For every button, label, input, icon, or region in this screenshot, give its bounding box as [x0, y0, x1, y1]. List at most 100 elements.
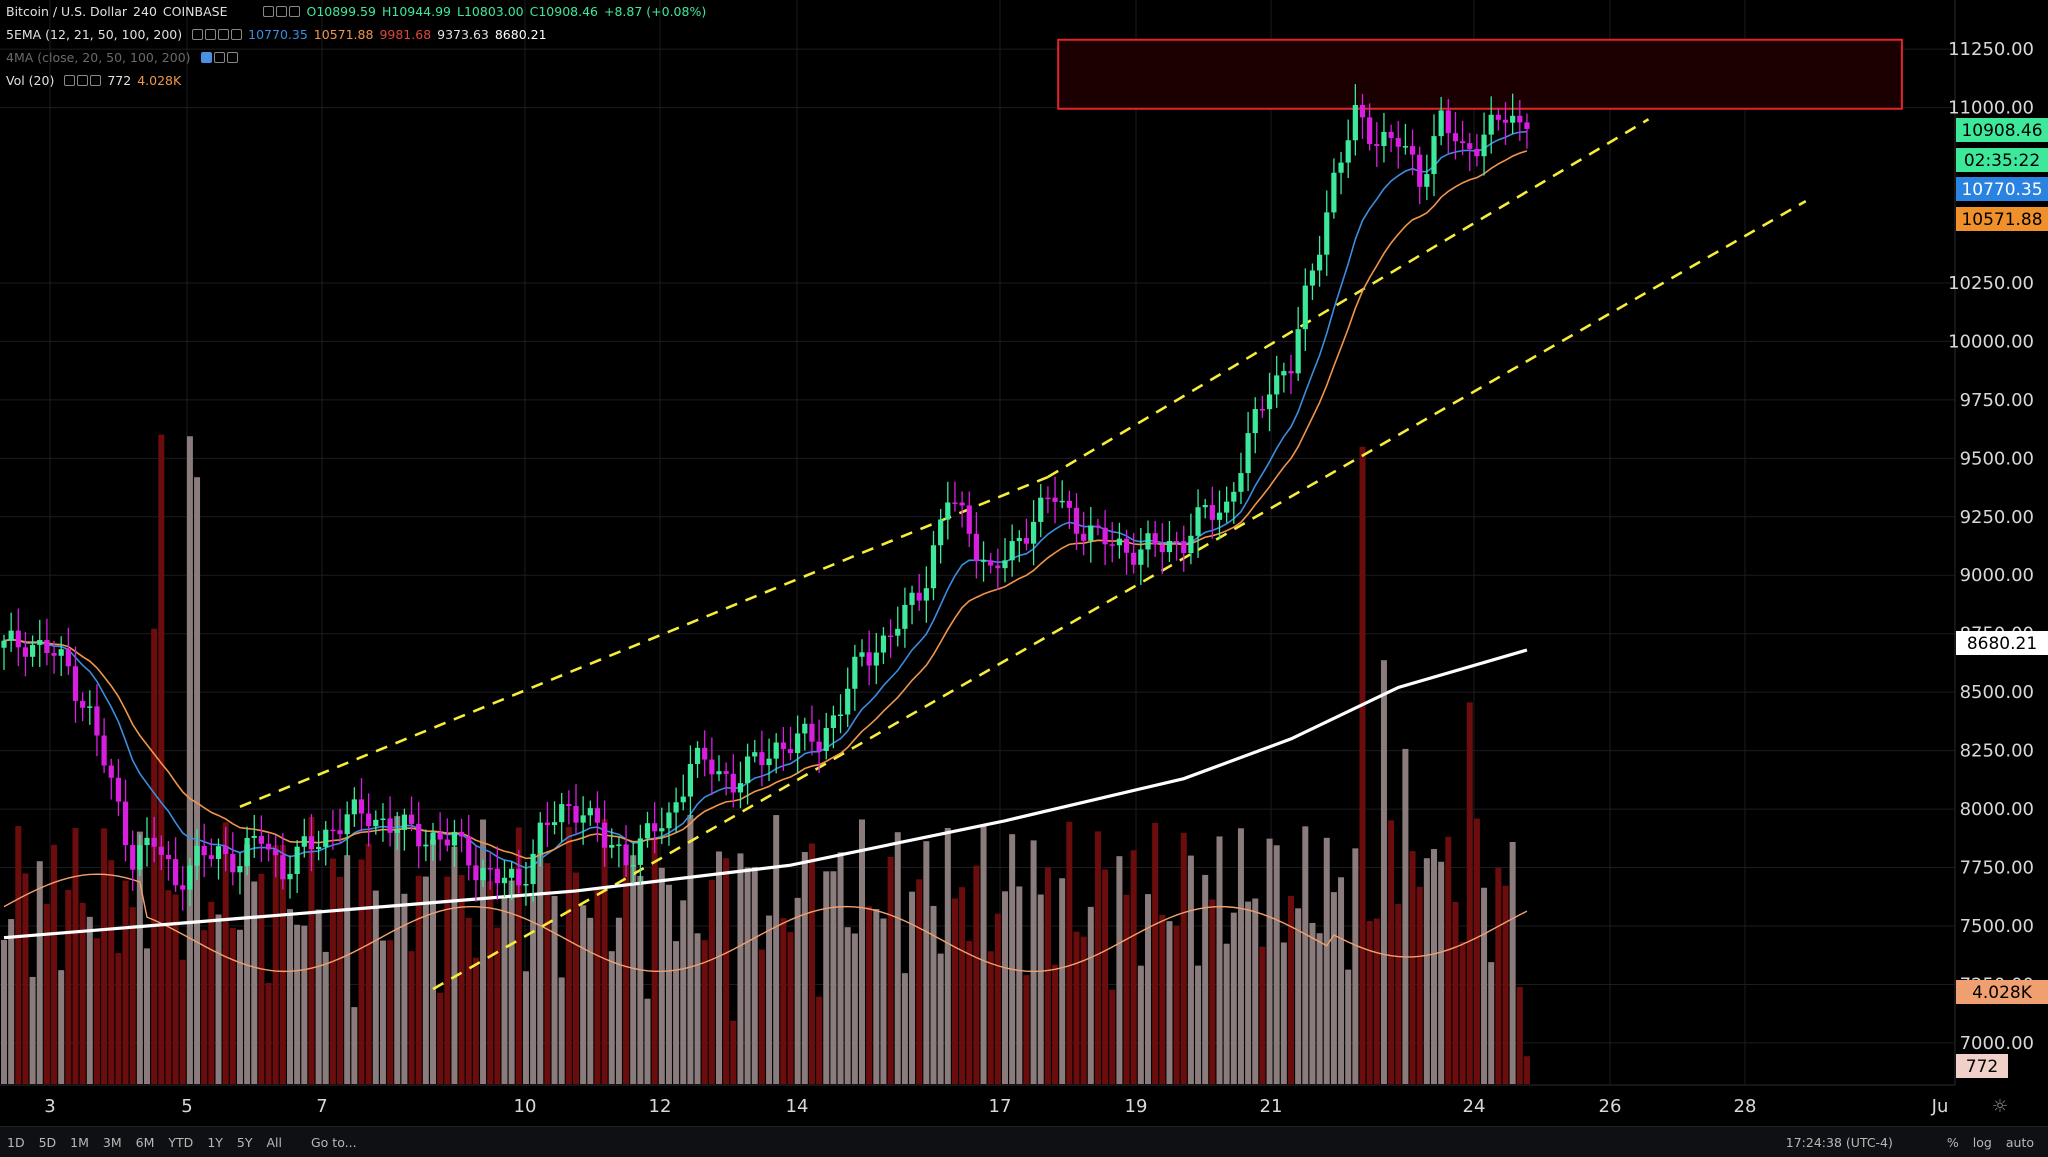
range-5y[interactable]: 5Y: [236, 1134, 253, 1150]
candle-body: [802, 723, 808, 734]
candle-body: [258, 835, 264, 844]
range-ytd[interactable]: YTD: [168, 1134, 194, 1150]
candle-body: [323, 829, 329, 847]
volume-bar: [608, 951, 615, 1084]
candle-body: [122, 801, 129, 846]
candle-body: [1073, 507, 1080, 534]
candle-body: [1402, 146, 1408, 148]
code-icon[interactable]: [218, 29, 230, 40]
close-icon[interactable]: [90, 75, 102, 86]
symbol-title[interactable]: Bitcoin / U.S. Dollar: [6, 4, 128, 19]
volume-label[interactable]: Vol (20): [6, 73, 55, 88]
ma-label[interactable]: 4MA (close, 20, 50, 100, 200): [6, 50, 191, 65]
percent-toggle[interactable]: %: [1946, 1134, 1959, 1150]
settings-icon[interactable]: [276, 6, 288, 17]
volume-bar: [1080, 936, 1087, 1084]
y-tick-label: 10000.00: [1948, 331, 2034, 352]
candle-body: [1209, 505, 1215, 520]
log-toggle[interactable]: log: [1972, 1134, 1992, 1150]
price-chart[interactable]: 7000.007250.007500.007750.008000.008250.…: [0, 0, 2048, 1126]
volume-bar: [937, 953, 944, 1084]
volume-bar: [1330, 892, 1337, 1084]
volume-bar: [294, 924, 301, 1084]
range-5d[interactable]: 5D: [38, 1134, 57, 1150]
volume-bar: [337, 876, 344, 1084]
candle-body: [273, 849, 279, 856]
volume-bar: [1209, 899, 1216, 1084]
candle-body: [308, 836, 315, 850]
candle-body: [423, 844, 429, 847]
candle-body: [866, 652, 872, 666]
volume-bar: [244, 844, 251, 1084]
candle-body: [108, 765, 114, 778]
candle-body: [1331, 172, 1337, 213]
candle-body: [1238, 473, 1244, 492]
more-icon[interactable]: [289, 6, 301, 17]
y-tick-label: 11250.00: [1948, 39, 2034, 60]
candle-body: [795, 733, 801, 754]
settings-icon[interactable]: [213, 52, 225, 63]
candle-body: [909, 592, 915, 605]
exchange-label[interactable]: COINBASE: [162, 4, 228, 19]
volume-bar: [1266, 838, 1273, 1084]
range-6m[interactable]: 6M: [135, 1134, 155, 1150]
interval-label[interactable]: 240: [133, 4, 157, 19]
settings-icon[interactable]: [77, 75, 89, 86]
volume-bar: [1252, 898, 1259, 1084]
candle-body: [873, 652, 879, 666]
candle-body: [380, 818, 386, 821]
close-icon[interactable]: [231, 29, 243, 40]
volume-bar: [1187, 855, 1194, 1084]
settings-icon[interactable]: [205, 29, 217, 40]
volume-bar: [480, 819, 487, 1084]
candle-body: [1502, 119, 1509, 123]
volume-bar: [1338, 877, 1345, 1084]
auto-toggle[interactable]: auto: [2005, 1134, 2034, 1150]
candle-body: [1395, 137, 1401, 147]
volume-bar: [122, 880, 129, 1084]
eye-icon[interactable]: [200, 52, 212, 63]
range-1y[interactable]: 1Y: [207, 1134, 223, 1150]
volume-bar: [573, 872, 579, 1084]
volume-bar: [1145, 894, 1151, 1084]
candle-body: [8, 630, 14, 641]
volume-bar: [51, 844, 58, 1084]
eye-icon[interactable]: [192, 29, 204, 40]
volume-bar: [859, 819, 865, 1084]
eye-icon[interactable]: [263, 6, 275, 17]
candle-body: [859, 652, 865, 657]
volume-bar: [136, 831, 143, 1084]
range-1d[interactable]: 1D: [7, 1134, 25, 1150]
candle-body: [602, 822, 608, 848]
range-1m[interactable]: 1M: [70, 1134, 89, 1150]
volume-bar: [79, 902, 86, 1084]
eye-icon[interactable]: [64, 75, 76, 86]
y-tick-label: 9500.00: [1960, 448, 2034, 469]
volume-bar: [358, 859, 365, 1084]
candle-body: [94, 706, 100, 736]
volume-bar: [165, 890, 172, 1084]
x-tick-label: 10: [514, 1096, 537, 1117]
range-3m[interactable]: 3M: [102, 1134, 122, 1150]
volume-bar: [1237, 828, 1244, 1084]
candle-body: [702, 747, 708, 760]
close-icon[interactable]: [226, 52, 238, 63]
volume-bar: [994, 913, 1001, 1084]
x-tick-label: 21: [1260, 1096, 1283, 1117]
candle-body: [880, 635, 887, 653]
volume-bar: [1388, 820, 1395, 1084]
volume-bar: [973, 865, 980, 1084]
candle-body: [1452, 133, 1459, 142]
volume-bar: [1016, 886, 1023, 1084]
goto-button[interactable]: Go to...: [311, 1134, 357, 1150]
range-all[interactable]: All: [266, 1134, 283, 1150]
ma-legend: 4MA (close, 20, 50, 100, 200): [6, 50, 238, 65]
volume-bar: [773, 815, 780, 1084]
candle-body: [1216, 512, 1223, 520]
candle-body: [959, 502, 965, 506]
candle-body: [1309, 270, 1316, 286]
candle-body: [1045, 497, 1051, 500]
candle-body: [1231, 491, 1237, 502]
candle-body: [687, 763, 693, 797]
ema-label[interactable]: 5EMA (12, 21, 50, 100, 200): [6, 27, 183, 42]
